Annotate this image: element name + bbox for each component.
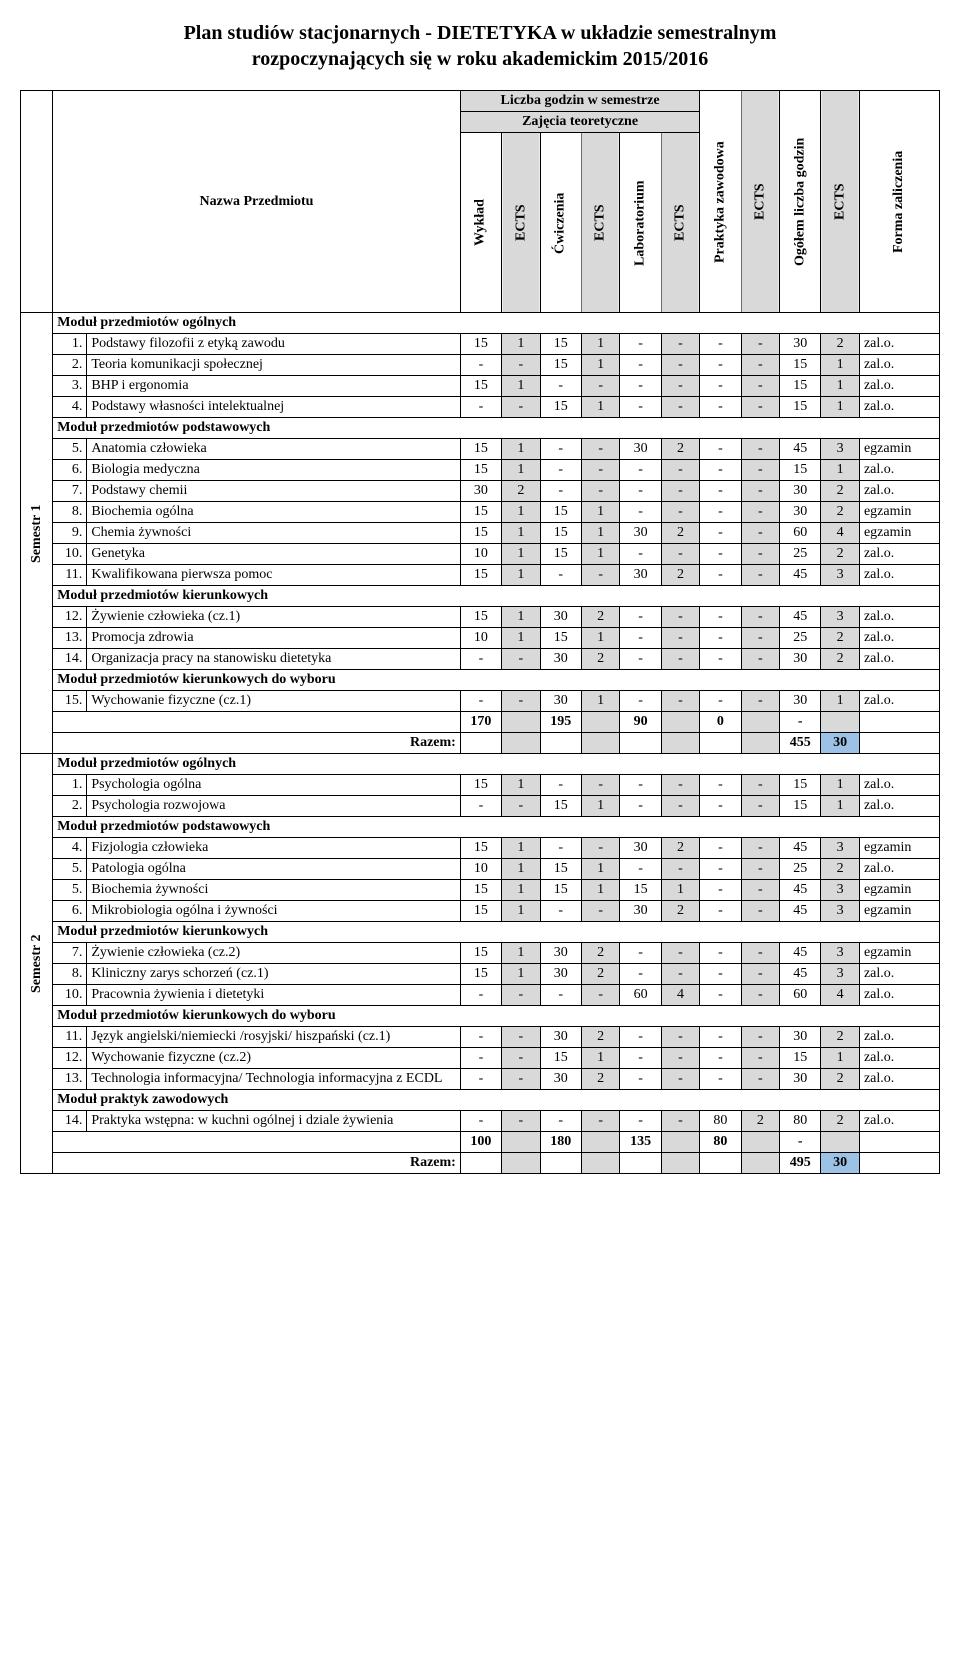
semester-label: Semestr 1 xyxy=(21,313,53,754)
table-row: 11.Język angielski/niemiecki /rosyjski/ … xyxy=(21,1027,940,1048)
header-forma: Forma zaliczenia xyxy=(859,91,939,313)
table-row: 12.Żywienie człowieka (cz.1)151302----45… xyxy=(21,607,940,628)
module-header: Moduł przedmiotów kierunkowych do wyboru xyxy=(53,670,940,691)
table-row: 14.Praktyka wstępna: w kuchni ogólnej i … xyxy=(21,1111,940,1132)
header-wyklad: Wykład xyxy=(460,133,501,313)
razem-label: Razem: xyxy=(53,733,461,754)
table-row: 5.Patologia ogólna101151----252zal.o. xyxy=(21,859,940,880)
module-header: Moduł przedmiotów ogólnych xyxy=(53,754,940,775)
table-row: 15.Wychowanie fizyczne (cz.1)--301----30… xyxy=(21,691,940,712)
table-row: 7.Podstawy chemii302------302zal.o. xyxy=(21,481,940,502)
page-title: Plan studiów stacjonarnych - DIETETYKA w… xyxy=(20,20,940,72)
header-ects-l: ECTS xyxy=(661,133,700,313)
razem-label: Razem: xyxy=(53,1153,461,1174)
semester-label: Semestr 2 xyxy=(21,754,53,1174)
table-row: 12.Wychowanie fizyczne (cz.2)--151----15… xyxy=(21,1048,940,1069)
header-praktyka: Praktyka zawodowa xyxy=(700,91,741,313)
table-row: 4.Fizjologia człowieka151--302--453egzam… xyxy=(21,838,940,859)
module-header: Moduł przedmiotów kierunkowych xyxy=(53,922,940,943)
table-row: 7.Żywienie człowieka (cz.2)151302----453… xyxy=(21,943,940,964)
module-header: Moduł przedmiotów kierunkowych xyxy=(53,586,940,607)
module-header: Moduł przedmiotów ogólnych xyxy=(53,313,940,334)
table-row: 3.BHP i ergonomia151------151zal.o. xyxy=(21,376,940,397)
module-header: Moduł przedmiotów kierunkowych do wyboru xyxy=(53,1006,940,1027)
table-row: 6.Biologia medyczna151------151zal.o. xyxy=(21,460,940,481)
table-row: 8.Biochemia ogólna151151----302egzamin xyxy=(21,502,940,523)
table-row: 5.Biochemia żywności151151151--453egzami… xyxy=(21,880,940,901)
table-row: 4.Podstawy własności intelektualnej--151… xyxy=(21,397,940,418)
table-row: 13.Technologia informacyjna/ Technologia… xyxy=(21,1069,940,1090)
module-header: Moduł przedmiotów podstawowych xyxy=(53,817,940,838)
table-row: 9.Chemia żywności151151302--604egzamin xyxy=(21,523,940,544)
table-row: 6.Mikrobiologia ogólna i żywności151--30… xyxy=(21,901,940,922)
header-liczba-godzin: Liczba godzin w semestrze xyxy=(460,91,699,112)
header-ects-praktyka: ECTS xyxy=(741,91,780,313)
header-ects-c: ECTS xyxy=(581,133,620,313)
table-row: 2.Psychologia rozwojowa--151----151zal.o… xyxy=(21,796,940,817)
table-row: 2.Teoria komunikacji społecznej--151----… xyxy=(21,355,940,376)
header-lab: Laboratorium xyxy=(620,133,661,313)
table-row: 11.Kwalifikowana pierwsza pomoc151--302-… xyxy=(21,565,940,586)
sem-col-head xyxy=(21,91,53,313)
header-zajecia: Zajęcia teoretyczne xyxy=(460,112,699,133)
table-row: 14.Organizacja pracy na stanowisku diete… xyxy=(21,649,940,670)
table-row: 5.Anatomia człowieka151--302--453egzamin xyxy=(21,439,940,460)
table-row: 10.Pracownia żywienia i dietetyki----604… xyxy=(21,985,940,1006)
curriculum-table: Nazwa Przedmiotu Liczba godzin w semestr… xyxy=(20,90,940,1174)
header-nazwa: Nazwa Przedmiotu xyxy=(53,91,461,313)
table-row: 1.Psychologia ogólna151------151zal.o. xyxy=(21,775,940,796)
header-ects-ogolem: ECTS xyxy=(821,91,860,313)
table-row: 8.Kliniczny zarys schorzeń (cz.1)151302-… xyxy=(21,964,940,985)
header-cwiczenia: Ćwiczenia xyxy=(540,133,581,313)
module-header: Moduł przedmiotów podstawowych xyxy=(53,418,940,439)
table-row: 1.Podstawy filozofii z etyką zawodu15115… xyxy=(21,334,940,355)
table-row: 13.Promocja zdrowia101151----252zal.o. xyxy=(21,628,940,649)
header-ogolem: Ogółem liczba godzin xyxy=(780,91,821,313)
header-ects-w: ECTS xyxy=(502,133,541,313)
module-header: Moduł praktyk zawodowych xyxy=(53,1090,940,1111)
table-row: 10.Genetyka101151----252zal.o. xyxy=(21,544,940,565)
